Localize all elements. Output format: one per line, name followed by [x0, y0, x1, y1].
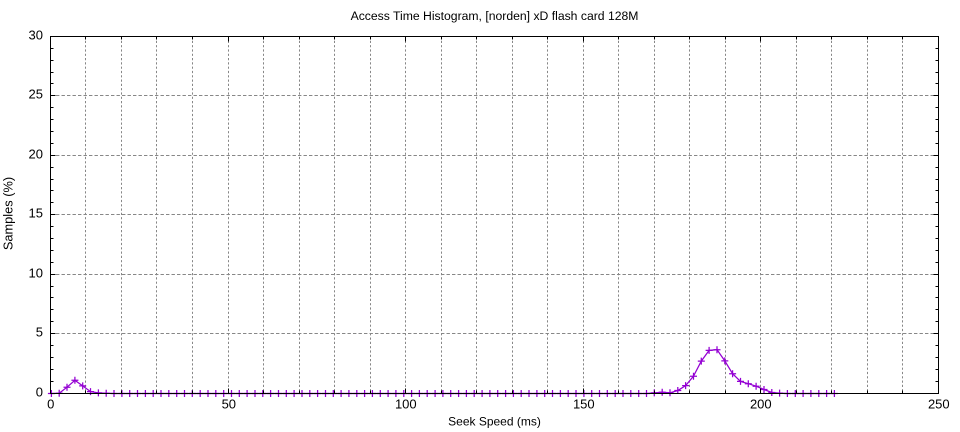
svg-text:0: 0	[47, 396, 54, 411]
svg-text:30: 30	[29, 27, 43, 42]
svg-text:5: 5	[36, 324, 43, 339]
svg-text:100: 100	[395, 396, 417, 411]
svg-text:Seek Speed (ms): Seek Speed (ms)	[448, 415, 541, 429]
svg-text:Access Time Histogram, [norden: Access Time Histogram, [norden] xD flash…	[351, 9, 639, 23]
svg-text:50: 50	[222, 396, 236, 411]
svg-text:200: 200	[750, 396, 772, 411]
svg-text:10: 10	[29, 265, 43, 280]
svg-text:150: 150	[573, 396, 595, 411]
svg-text:15: 15	[29, 205, 43, 220]
svg-text:20: 20	[29, 146, 43, 161]
svg-text:25: 25	[29, 86, 43, 101]
svg-text:250: 250	[928, 396, 950, 411]
svg-text:Samples (%): Samples (%)	[1, 177, 16, 250]
svg-text:0: 0	[36, 384, 43, 399]
